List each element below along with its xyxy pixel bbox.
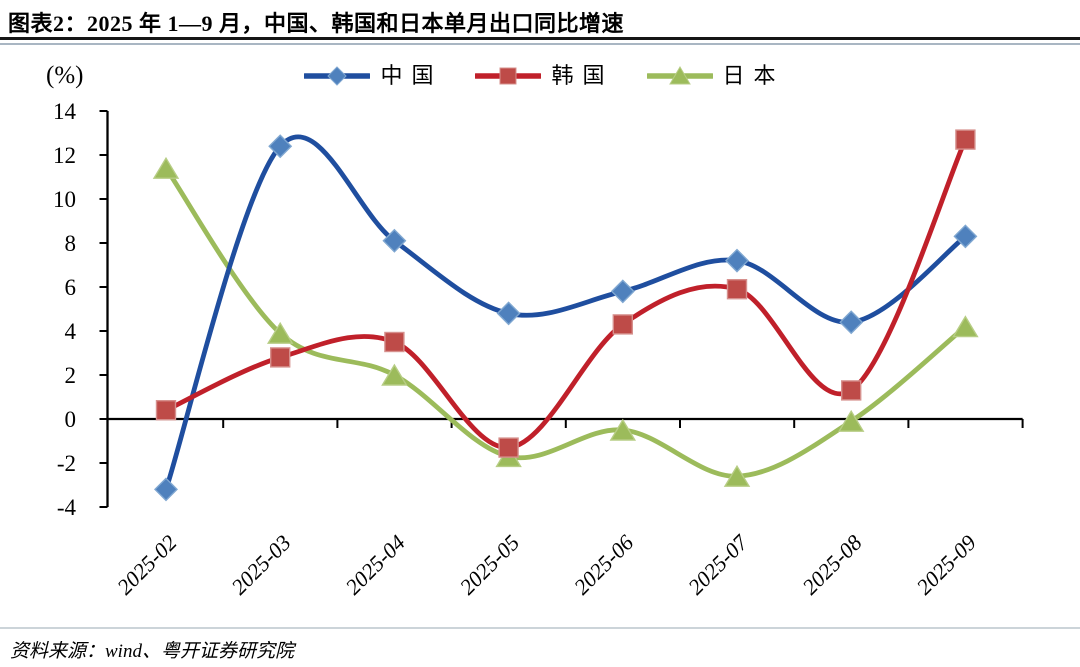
svg-text:12: 12 [53, 143, 76, 168]
legend-label-korea: 韩国 [551, 63, 614, 88]
svg-text:2025-04: 2025-04 [340, 530, 410, 600]
export-growth-line-chart: -4 -2 0 2 4 6 8 10 12 14 2025-02 2025-03 2025-04 2025… [53, 99, 1024, 600]
legend-item-japan: 日本 [646, 64, 776, 88]
svg-text:8: 8 [65, 231, 77, 256]
svg-text:2025-06: 2025-06 [569, 530, 639, 600]
svg-text:2025-08: 2025-08 [797, 530, 867, 600]
svg-text:-4: -4 [57, 495, 77, 520]
svg-text:6: 6 [65, 275, 77, 300]
legend: 中国 韩国 日本 [0, 61, 1080, 91]
china-line-diamond-icon [304, 66, 371, 86]
svg-text:2025-03: 2025-03 [226, 530, 296, 600]
svg-text:14: 14 [53, 99, 77, 124]
legend-item-china: 中国 [304, 64, 433, 88]
japan-line-triangle-icon [646, 66, 713, 85]
svg-text:2025-02: 2025-02 [112, 530, 182, 600]
y-axis-unit-label: (%) [46, 62, 84, 89]
legend-item-korea: 韩国 [475, 64, 604, 88]
title-underline-dark [0, 37, 1080, 40]
svg-text:-2: -2 [57, 451, 76, 476]
svg-text:10: 10 [53, 187, 76, 212]
svg-text:2025-05: 2025-05 [455, 530, 525, 600]
chart-title: 图表2：2025 年 1—9 月，中国、韩国和日本单月出口同比增速 [8, 11, 625, 36]
legend-label-japan: 日本 [722, 63, 785, 88]
svg-text:2025-09: 2025-09 [911, 530, 981, 600]
footer-separator [0, 627, 1080, 629]
svg-text:4: 4 [65, 319, 77, 344]
korea-line-square-icon [475, 67, 542, 85]
svg-text:2: 2 [65, 363, 77, 388]
source-note: 资料来源：wind、粤开证券研究院 [10, 641, 294, 662]
legend-label-china: 中国 [380, 63, 443, 88]
title-underline-light [0, 43, 1080, 45]
svg-text:2025-07: 2025-07 [683, 529, 753, 599]
svg-text:0: 0 [65, 407, 77, 432]
